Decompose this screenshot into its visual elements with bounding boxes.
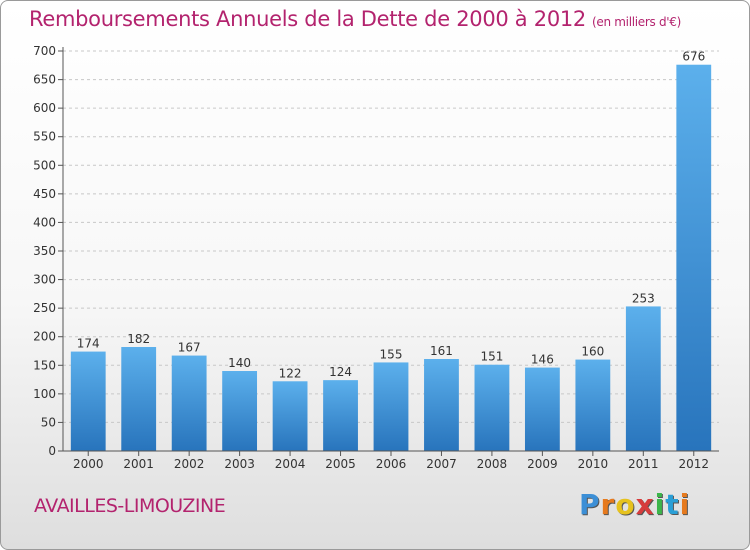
logo-letter: i xyxy=(679,488,691,521)
y-tick-label: 350 xyxy=(33,244,56,258)
bar xyxy=(474,364,510,451)
x-tick-label: 2002 xyxy=(174,457,205,471)
chart-unit-note: (en milliers d'€) xyxy=(592,15,682,29)
y-tick-label: 400 xyxy=(33,215,56,229)
chart-title: Remboursements Annuels de la Dette de 20… xyxy=(29,7,681,31)
bar xyxy=(676,64,712,451)
x-tick-label: 2008 xyxy=(477,457,508,471)
y-tick-label: 450 xyxy=(33,187,56,201)
logo-letter: r xyxy=(600,488,616,521)
bar-value-label: 124 xyxy=(329,365,352,379)
bar-value-label: 161 xyxy=(430,344,453,358)
logo-letter: P xyxy=(579,488,601,521)
bar xyxy=(272,381,308,451)
commune-name: AVAILLES-LIMOUZINE xyxy=(34,495,226,517)
logo-letter: t xyxy=(665,488,680,521)
axis-layer: 0 50 100 150 200 250 300 350 400 450 500 550 600 650 7… xyxy=(33,44,719,471)
bar xyxy=(424,359,459,451)
bar xyxy=(171,355,207,451)
bar xyxy=(222,371,258,451)
y-tick-label: 600 xyxy=(33,101,56,115)
bar-value-label: 151 xyxy=(480,350,503,364)
x-tick-label: 2003 xyxy=(224,457,255,471)
bar xyxy=(323,380,358,451)
y-tick-label: 50 xyxy=(41,415,56,429)
x-tick-label: 2001 xyxy=(123,457,154,471)
x-tick-label: 2012 xyxy=(678,457,709,471)
y-tick-label: 250 xyxy=(33,301,56,315)
logo-letter: i xyxy=(654,488,666,521)
bar xyxy=(373,362,409,451)
y-tick-label: 100 xyxy=(33,387,56,401)
bar-value-label: 253 xyxy=(632,291,655,305)
bar xyxy=(575,359,611,451)
x-tick-label: 2011 xyxy=(628,457,659,471)
bar-value-label: 155 xyxy=(380,347,403,361)
bar-value-label: 182 xyxy=(127,332,150,346)
y-tick-label: 200 xyxy=(33,330,56,344)
x-tick-label: 2004 xyxy=(275,457,306,471)
chart-title-text: Remboursements Annuels de la Dette de 20… xyxy=(29,7,586,31)
bar-value-label: 140 xyxy=(228,356,251,370)
y-tick-label: 550 xyxy=(33,130,56,144)
bar-value-label: 146 xyxy=(531,353,554,367)
y-tick-label: 500 xyxy=(33,158,56,172)
bar-value-label: 167 xyxy=(178,341,201,355)
bar xyxy=(524,367,560,451)
y-tick-label: 700 xyxy=(33,44,56,58)
bar xyxy=(625,306,661,451)
y-tick-label: 150 xyxy=(33,358,56,372)
bar-value-label: 122 xyxy=(279,366,302,380)
bar-layer: 174 182 167 140 122 124 155 161 151 146 160 253 676 xyxy=(70,50,712,451)
x-tick-label: 2000 xyxy=(73,457,104,471)
proxiti-logo: Proxiti xyxy=(579,488,690,521)
x-tick-label: 2005 xyxy=(325,457,356,471)
logo-letter: o xyxy=(615,488,636,521)
y-tick-label: 0 xyxy=(48,444,56,458)
bar xyxy=(70,351,106,451)
bar-value-label: 160 xyxy=(581,345,604,359)
logo-letter: x xyxy=(635,488,655,521)
x-tick-label: 2009 xyxy=(527,457,558,471)
y-tick-label: 300 xyxy=(33,273,56,287)
y-tick-label: 650 xyxy=(33,73,56,87)
x-tick-label: 2007 xyxy=(426,457,457,471)
x-tick-label: 2010 xyxy=(578,457,609,471)
bar-value-label: 174 xyxy=(77,337,100,351)
x-tick-label: 2006 xyxy=(376,457,407,471)
bar-value-label: 676 xyxy=(682,50,705,64)
bar xyxy=(121,347,157,451)
